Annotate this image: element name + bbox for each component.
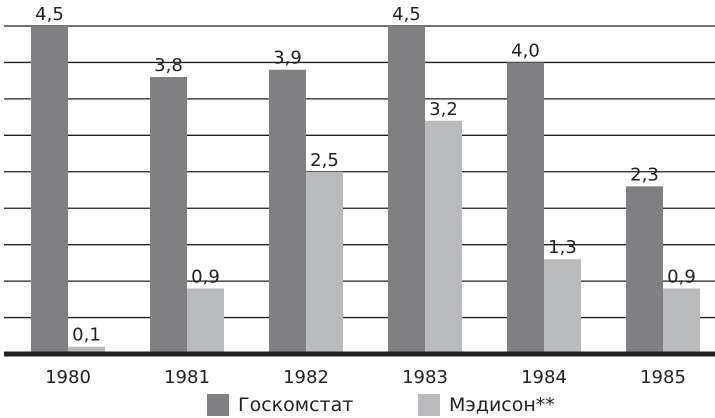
legend: Госкомстат Мэдисон** bbox=[0, 391, 715, 418]
bar-goskomstat-1983 bbox=[388, 26, 425, 354]
bar-goskomstat-1985 bbox=[626, 186, 663, 354]
bars: 4,5 0,1 3,8 0,9 3,9 2,5 4,5 3,2 4,0 1,3 2,3 0,9 bbox=[31, 4, 700, 355]
data-label: 0,1 bbox=[72, 325, 101, 346]
data-label: 2,3 bbox=[630, 164, 659, 185]
data-label: 3,9 bbox=[273, 48, 302, 69]
data-label: 3,8 bbox=[154, 55, 183, 76]
data-label: 4,5 bbox=[392, 4, 421, 25]
data-label: 0,9 bbox=[191, 266, 220, 287]
legend-label-goskomstat: Госкомстат bbox=[238, 394, 354, 416]
data-label: 0,9 bbox=[667, 266, 696, 287]
bar-madison-1983 bbox=[425, 120, 462, 354]
bar-goskomstat-1981 bbox=[150, 77, 187, 355]
bar-goskomstat-1980 bbox=[31, 26, 68, 354]
data-label: 3,2 bbox=[429, 99, 458, 120]
bar-chart: 4,5 0,1 3,8 0,9 3,9 2,5 4,5 3,2 4,0 1,3 2,3 0,9 198… bbox=[4, 4, 715, 388]
x-tick-label: 1982 bbox=[283, 367, 329, 388]
x-tick-label: 1984 bbox=[521, 367, 567, 388]
x-tick-labels: 1980 1981 1982 1983 1984 1985 bbox=[45, 367, 686, 388]
x-tick-label: 1985 bbox=[640, 367, 686, 388]
bar-madison-1984 bbox=[544, 259, 581, 354]
data-label: 4,5 bbox=[35, 4, 64, 25]
bar-madison-1980 bbox=[68, 346, 105, 354]
data-label: 4,0 bbox=[511, 40, 540, 61]
bar-madison-1982 bbox=[306, 171, 343, 354]
bar-goskomstat-1984 bbox=[507, 62, 544, 354]
data-label: 2,5 bbox=[310, 150, 339, 171]
x-tick-label: 1983 bbox=[402, 367, 448, 388]
legend-swatch-goskomstat bbox=[207, 394, 229, 416]
legend-swatch-madison bbox=[418, 394, 440, 416]
bar-madison-1981 bbox=[187, 288, 224, 354]
bar-madison-1985 bbox=[663, 288, 700, 354]
bar-goskomstat-1982 bbox=[269, 69, 306, 354]
legend-item-goskomstat: Госкомстат bbox=[207, 394, 353, 416]
x-tick-label: 1980 bbox=[45, 367, 91, 388]
legend-label-madison: Мэдисон** bbox=[449, 394, 555, 416]
legend-item-madison: Мэдисон** bbox=[418, 394, 555, 416]
data-label: 1,3 bbox=[548, 237, 577, 258]
x-tick-label: 1981 bbox=[164, 367, 210, 388]
gridlines bbox=[4, 25, 715, 319]
